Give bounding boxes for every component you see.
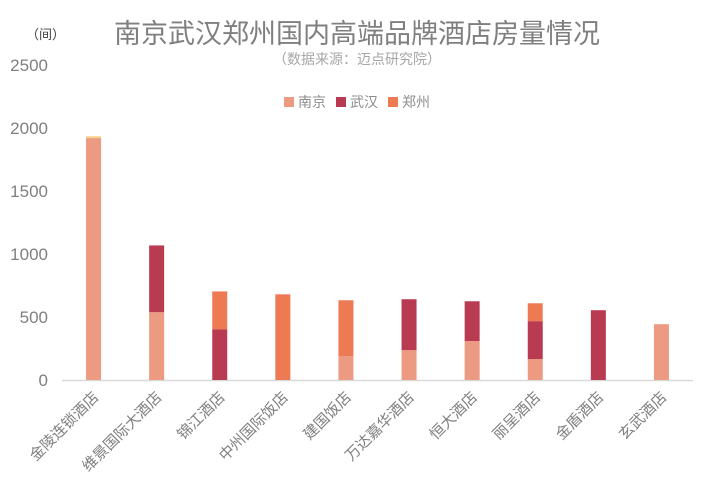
y-tick-label: 500 <box>20 308 48 327</box>
chart-title: 南京武汉郑州国内高端品牌酒店房量情况 <box>114 19 600 50</box>
legend-swatch <box>388 97 398 107</box>
bar-segment <box>527 321 543 360</box>
bar-segment <box>149 245 165 313</box>
bar-segment <box>338 356 354 380</box>
bars <box>86 136 669 380</box>
bar-segment <box>464 301 480 342</box>
legend: 南京 武汉 郑州 <box>284 95 430 111</box>
x-tick-label: 丽呈酒店 <box>489 388 544 443</box>
bar-segment <box>275 294 291 380</box>
bar-segment <box>464 341 480 380</box>
legend-label: 南京 <box>298 95 326 111</box>
bar-segment <box>212 329 228 380</box>
bar-segment <box>149 312 165 380</box>
chart-subtitle: （数据来源：迈点研究院） <box>273 52 441 68</box>
bar-segment <box>338 300 354 357</box>
y-tick-label: 2500 <box>10 56 48 75</box>
legend-label: 武汉 <box>350 95 378 111</box>
y-tick-label: 1500 <box>10 182 48 201</box>
x-tick-label: 锦江酒店 <box>173 388 228 443</box>
x-tick-label: 玄武酒店 <box>615 388 670 443</box>
bar-segment <box>86 138 102 380</box>
x-tick-label: 建国饭店 <box>300 388 355 443</box>
bar-segment <box>527 359 543 380</box>
y-tick-label: 0 <box>39 371 48 390</box>
y-axis: 0 500 1000 1500 2000 2500 <box>10 56 48 390</box>
y-tick-label: 1000 <box>10 245 48 264</box>
y-tick-label: 2000 <box>10 119 48 138</box>
bar-segment <box>653 324 669 380</box>
bar-segment <box>212 291 228 330</box>
y-axis-unit: （间） <box>26 28 65 43</box>
x-tick-label: 金盾酒店 <box>552 388 607 443</box>
legend-swatch <box>284 97 294 107</box>
x-tick-label: 恒大酒店 <box>426 388 481 443</box>
bar-segment <box>527 303 543 322</box>
bar-segment <box>590 310 606 380</box>
legend-label: 郑州 <box>402 95 430 111</box>
bar-segment <box>401 350 417 380</box>
bar-segment <box>86 136 102 139</box>
legend-swatch <box>336 97 346 107</box>
bar-segment <box>401 299 417 351</box>
